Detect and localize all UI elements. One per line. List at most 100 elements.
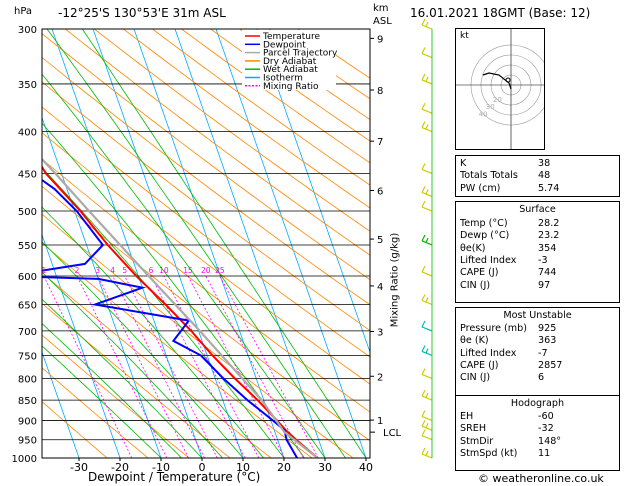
km-tick-label: 7 [377, 137, 383, 148]
wind-barb [421, 79, 433, 85]
most-unstable-key: CIN (J) [460, 372, 491, 384]
km-tick-label: 8 [377, 86, 383, 97]
dry-adiabat-line [42, 401, 108, 458]
wind-barb-flag [421, 121, 426, 128]
wind-barb-flag [421, 447, 426, 455]
dry-adiabat-line [42, 272, 272, 458]
storm-motion-marker [505, 77, 511, 83]
wet-adiabat-line [81, 29, 367, 458]
km-tick-label: 3 [377, 327, 383, 338]
isotherm-line [215, 29, 367, 458]
legend-item-label: Dry Adiabat [263, 57, 317, 67]
surface-row: Lifted Index -3 [460, 255, 615, 267]
wind-barb [421, 425, 433, 431]
mixing-ratio-line [219, 275, 319, 458]
hodograph-index-value: 11 [538, 447, 551, 459]
wind-barb-flag [425, 237, 429, 243]
most-unstable-value: 2857 [538, 359, 563, 371]
most-unstable-key: θe (K) [460, 335, 489, 347]
isotherm-line [51, 29, 203, 458]
wind-barb-flag [425, 450, 429, 456]
most-unstable-row: θe (K) 363 [460, 335, 615, 347]
series-dewpoint [42, 178, 298, 458]
wind-barb [421, 395, 433, 401]
legend-item-label: Temperature [262, 32, 320, 42]
dry-adiabat-line [65, 29, 370, 256]
pressure-tick-label: 550 [18, 241, 37, 252]
indices-panel: K 38 Totals Totals 48 PW (cm) 5.74 Surface Tem… [455, 155, 620, 471]
wind-barb-flag [425, 21, 429, 27]
most-unstable-row: CAPE (J) 2857 [460, 360, 615, 372]
temp-tick-label: -20 [111, 461, 129, 474]
isotherm-line [42, 350, 80, 458]
hodograph: kt 20 30 40 [455, 28, 545, 150]
wind-barb-flag [425, 348, 429, 354]
hodograph-index-value: -60 [538, 411, 554, 422]
wet-adiabat-line [42, 345, 162, 458]
surface-box: Surface Temp (°C) 28.2 Dewp (°C) 23.2 θe(K) 35… [455, 201, 620, 303]
km-tick-label: 5 [377, 235, 383, 246]
index-key: PW (cm) [460, 182, 501, 194]
pressure-tick-label: 900 [18, 416, 37, 427]
hodograph-index-key: StmDir [460, 435, 494, 447]
pressure-tick-label: 750 [18, 351, 37, 362]
hodograph-index-row: EH -60 [460, 411, 615, 423]
mixing-ratio-label: 4 [110, 266, 115, 275]
pressure-tick-label: 450 [18, 169, 37, 180]
wind-barb [421, 168, 433, 175]
wind-barb-flag [425, 422, 429, 428]
km-tick-label: 6 [377, 186, 383, 197]
dry-adiabat-line [123, 29, 370, 209]
mixing-ratio-label: 25 [215, 266, 225, 275]
km-unit-label: km [373, 3, 389, 14]
wind-barb [421, 52, 433, 59]
wind-barb [421, 373, 433, 380]
wind-barb [421, 299, 433, 306]
mixing-ratio-label: 10 [159, 266, 169, 275]
surface-value: 97 [538, 279, 551, 291]
temp-tick-label: -10 [152, 461, 170, 474]
index-key: K [460, 158, 467, 169]
surface-key: CAPE (J) [460, 267, 499, 279]
temp-tick-label: 30 [318, 461, 332, 474]
most-unstable-value: 925 [538, 323, 557, 334]
wind-barb-flag [421, 265, 426, 273]
wind-barb [421, 206, 433, 212]
y-axis-right-title: Mixing Ratio (g/kg) [389, 232, 401, 328]
index-row: Totals Totals 48 [460, 170, 615, 182]
index-value: 38 [538, 158, 551, 169]
wind-barb-flag [421, 389, 426, 397]
surface-key: θe(K) [460, 242, 486, 254]
isotherm-line [256, 29, 370, 354]
mixing-ratio-label: 6 [149, 266, 154, 275]
surface-key: Lifted Index [460, 254, 517, 266]
wind-barb-flag [421, 73, 426, 81]
legend-item-label: Dewpoint [263, 40, 306, 50]
pressure-tick-label: 1000 [12, 454, 37, 465]
temp-tick-label: 40 [359, 461, 373, 474]
surface-row: Temp (°C) 28.2 [460, 218, 615, 230]
wind-barb-flag [421, 320, 426, 328]
most-unstable-value: 6 [538, 372, 545, 384]
temp-tick-label: 10 [236, 461, 250, 474]
isotherm-line [42, 233, 121, 458]
hodograph-index-title: Hodograph [510, 398, 565, 409]
plot-frame [41, 28, 371, 459]
pressure-tick-label: 950 [18, 436, 37, 447]
wind-barb [421, 271, 433, 277]
wind-barb [421, 326, 433, 332]
pressure-tick-label: 400 [18, 128, 37, 139]
hodograph-unit-label: kt [460, 31, 469, 41]
surface-row: θe(K) 354 [460, 243, 615, 255]
wind-barb [421, 350, 433, 357]
legend-background [242, 30, 336, 90]
x-axis-title: Dewpoint / Temperature (°C) [88, 470, 261, 484]
hodograph-trace [482, 72, 512, 90]
km-tick-label: 9 [377, 34, 383, 45]
surface-value: 28.2 [538, 218, 560, 229]
surface-row: Dewp (°C) 23.2 [460, 230, 615, 242]
dry-adiabat-line [42, 185, 370, 442]
credit-text: © weatheronline.co.uk [478, 472, 604, 485]
dry-adiabat-line [94, 29, 370, 232]
